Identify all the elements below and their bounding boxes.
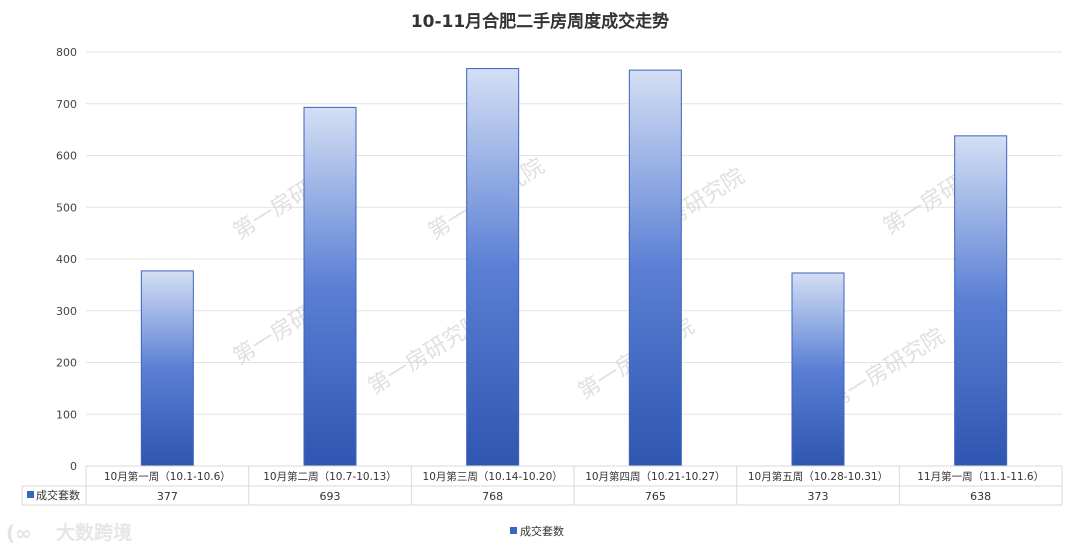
data-table: 成交套数 10月第一周（10.1-10.6） 377 10月第二周（10.7-10.1… (21, 465, 1063, 506)
bar (140, 270, 194, 467)
x-category-label: 11月第一周（11.1-11.6） (917, 470, 1044, 483)
bars (140, 68, 1008, 467)
x-category-label: 10月第三周（10.14-10.20） (423, 470, 563, 483)
table-value: 768 (482, 490, 503, 503)
y-tick-label: 400 (56, 253, 77, 266)
bar (303, 106, 357, 467)
y-tick-label: 800 (56, 46, 77, 59)
logo-mark-icon: (∞ (6, 521, 32, 545)
y-tick-label: 200 (56, 357, 77, 370)
table-value: 765 (645, 490, 666, 503)
x-category-label: 10月第五周（10.28-10.31） (748, 470, 888, 483)
y-tick-label: 700 (56, 98, 77, 111)
bar (466, 68, 520, 467)
x-category-label: 10月第四周（10.21-10.27） (585, 470, 725, 483)
y-tick-label: 100 (56, 408, 77, 421)
x-category-label: 10月第二周（10.7-10.13） (263, 470, 397, 483)
y-tick-label: 600 (56, 150, 77, 163)
table-value: 377 (157, 490, 178, 503)
table-value: 693 (320, 490, 341, 503)
logo-text: 大数跨境 (56, 521, 132, 544)
legend-label: 成交套数 (520, 524, 564, 538)
chart-title: 10-11月合肥二手房周度成交走势 (411, 11, 669, 32)
bar (954, 135, 1008, 467)
y-tick-label: 0 (70, 460, 77, 473)
logo: (∞ 大数跨境 (6, 521, 132, 545)
y-tick-label: 300 (56, 305, 77, 318)
y-axis: 0 100 200 300 400 500 600 700 800 (56, 46, 77, 473)
y-tick-label: 500 (56, 201, 77, 214)
legend-swatch (510, 527, 517, 534)
table-value: 638 (970, 490, 991, 503)
bar (791, 272, 845, 467)
legend: 成交套数 (510, 524, 564, 538)
table-legend-swatch (27, 491, 34, 498)
gridlines (86, 51, 1062, 467)
table-series-label: 成交套数 (36, 488, 80, 502)
x-category-label: 10月第一周（10.1-10.6） (104, 470, 231, 483)
table-value: 373 (808, 490, 829, 503)
bar (628, 69, 682, 467)
